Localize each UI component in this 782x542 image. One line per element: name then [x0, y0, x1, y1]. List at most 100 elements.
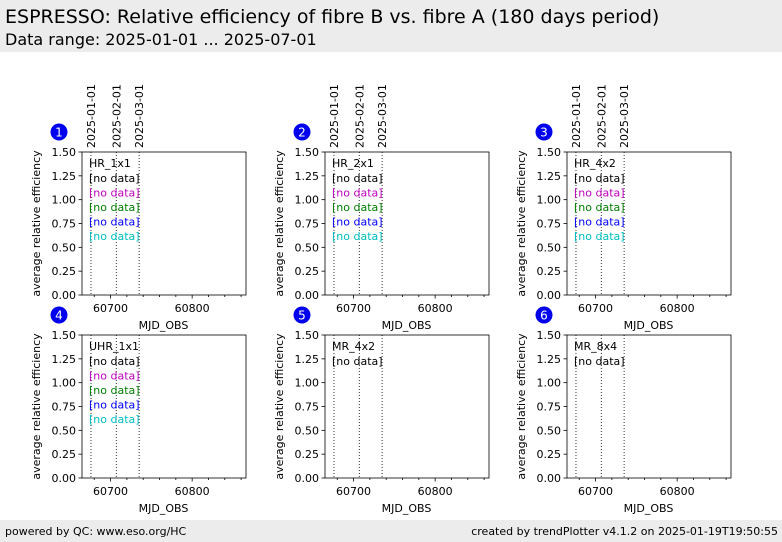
y-tick-label: 0.25 [295, 265, 320, 278]
no-data-label: [no data] [89, 370, 140, 383]
y-tick-label: 0.00 [295, 289, 320, 302]
setting-label: HR_4x2 [574, 157, 616, 170]
y-tick-label: 1.00 [52, 194, 77, 207]
x-tick-label: 60700 [336, 302, 371, 315]
y-tick-label: 1.00 [295, 377, 320, 390]
panel-number-badge [293, 123, 311, 141]
panel-number-label: 4 [55, 309, 63, 323]
no-data-label: [no data] [332, 172, 383, 185]
y-tick-label: 0.50 [537, 241, 562, 254]
date-marker-label: 2025-01-01 [570, 84, 583, 148]
panel-number-badge [535, 123, 553, 141]
panel-number-label: 1 [55, 126, 63, 140]
y-tick-label: 0.25 [52, 265, 77, 278]
x-axis-label: MJD_OBS [624, 319, 674, 332]
plot-panel-4: 0.00 0.25 0.50 0.75 1.00 1.25 1.50 60700 60800 MJ… [30, 306, 247, 515]
no-data-label: [no data] [574, 187, 625, 200]
no-data-label: [no data] [89, 230, 140, 243]
y-tick-label: 1.25 [537, 170, 562, 183]
no-data-label: [no data] [89, 355, 140, 368]
no-data-label: [no data] [332, 230, 383, 243]
panel-number-badge [50, 306, 68, 324]
panel-number-label: 2 [298, 126, 306, 140]
plot-panel-1: 2025-01-01 2025-02-01 2025-03-01 0.00 0.25 0.… [30, 84, 247, 332]
y-tick-label: 1.25 [537, 353, 562, 366]
y-tick-label: 0.50 [52, 241, 77, 254]
no-data-label: [no data] [89, 399, 140, 412]
x-axis-label: MJD_OBS [382, 502, 432, 515]
report-footer: powered by QC: www.eso.org/HC created by… [0, 520, 782, 542]
panel-number-label: 6 [540, 309, 548, 323]
y-tick-label: 1.50 [537, 146, 562, 159]
y-tick-label: 0.50 [52, 424, 77, 437]
panel-number-badge [293, 306, 311, 324]
x-axis-label: MJD_OBS [624, 502, 674, 515]
plot-panel-5: 0.00 0.25 0.50 0.75 1.00 1.25 1.50 60700 60800 MJ… [273, 306, 490, 515]
no-data-label: [no data] [574, 216, 625, 229]
panel-number-label: 3 [540, 126, 548, 140]
no-data-label: [no data] [89, 216, 140, 229]
x-tick-label: 60800 [175, 302, 210, 315]
setting-label: HR_2x1 [332, 157, 374, 170]
no-data-label: [no data] [89, 384, 140, 397]
setting-label: MR_4x2 [332, 340, 375, 353]
panel-number-badge [535, 306, 553, 324]
y-tick-label: 1.50 [52, 329, 77, 342]
y-tick-label: 1.50 [295, 146, 320, 159]
y-tick-label: 1.00 [295, 194, 320, 207]
date-marker-label: 2025-03-01 [376, 84, 389, 148]
no-data-label: [no data] [89, 172, 140, 185]
no-data-label: [no data] [574, 172, 625, 185]
y-tick-label: 0.00 [52, 472, 77, 485]
powered-by-text: powered by QC: www.eso.org/HC [5, 525, 187, 538]
y-tick-label: 0.00 [537, 472, 562, 485]
y-tick-label: 1.25 [52, 170, 77, 183]
x-axis-label: MJD_OBS [139, 319, 189, 332]
y-tick-label: 1.00 [52, 377, 77, 390]
y-axis-label: average relative efficiency [515, 150, 528, 297]
y-axis-label: average relative efficiency [30, 333, 43, 480]
y-tick-label: 0.75 [537, 218, 562, 231]
date-marker-label: 2025-02-01 [595, 84, 608, 148]
y-axis-label: average relative efficiency [273, 150, 286, 297]
y-axis-label: average relative efficiency [30, 150, 43, 297]
x-tick-label: 60700 [93, 302, 128, 315]
y-tick-label: 0.75 [537, 401, 562, 414]
date-marker-label: 2025-03-01 [618, 84, 631, 148]
setting-label: HR_1x1 [89, 157, 131, 170]
x-axis-label: MJD_OBS [139, 502, 189, 515]
y-tick-label: 0.50 [537, 424, 562, 437]
no-data-label: [no data] [89, 201, 140, 214]
y-tick-label: 1.50 [295, 329, 320, 342]
no-data-label: [no data] [574, 201, 625, 214]
y-tick-label: 1.25 [295, 353, 320, 366]
date-marker-label: 2025-03-01 [133, 84, 146, 148]
panel-number-badge [50, 123, 68, 141]
y-tick-label: 0.00 [52, 289, 77, 302]
created-by-text: created by trendPlotter v4.1.2 on 2025-0… [471, 525, 778, 538]
x-tick-label: 60800 [418, 485, 453, 498]
no-data-label: [no data] [89, 187, 140, 200]
y-tick-label: 0.75 [295, 401, 320, 414]
x-tick-label: 60800 [418, 302, 453, 315]
y-tick-label: 1.25 [295, 170, 320, 183]
no-data-label: [no data] [574, 355, 625, 368]
x-tick-label: 60700 [336, 485, 371, 498]
y-tick-label: 0.25 [537, 448, 562, 461]
plot-panel-2: 2025-01-01 2025-02-01 2025-03-01 0.00 0.25 0.… [273, 84, 490, 332]
data-range-subtitle: Data range: 2025-01-01 ... 2025-07-01 [5, 30, 317, 49]
setting-label: UHR_1x1 [89, 340, 139, 353]
x-tick-label: 60700 [578, 485, 613, 498]
x-tick-label: 60800 [175, 485, 210, 498]
no-data-label: [no data] [332, 201, 383, 214]
y-tick-label: 1.00 [537, 377, 562, 390]
x-tick-label: 60800 [660, 485, 695, 498]
x-axis-label: MJD_OBS [382, 319, 432, 332]
x-tick-label: 60700 [93, 485, 128, 498]
y-tick-label: 1.25 [52, 353, 77, 366]
y-tick-label: 0.25 [295, 448, 320, 461]
y-tick-label: 0.50 [295, 241, 320, 254]
panel-number-label: 5 [298, 309, 306, 323]
y-axis-label: average relative efficiency [273, 333, 286, 480]
